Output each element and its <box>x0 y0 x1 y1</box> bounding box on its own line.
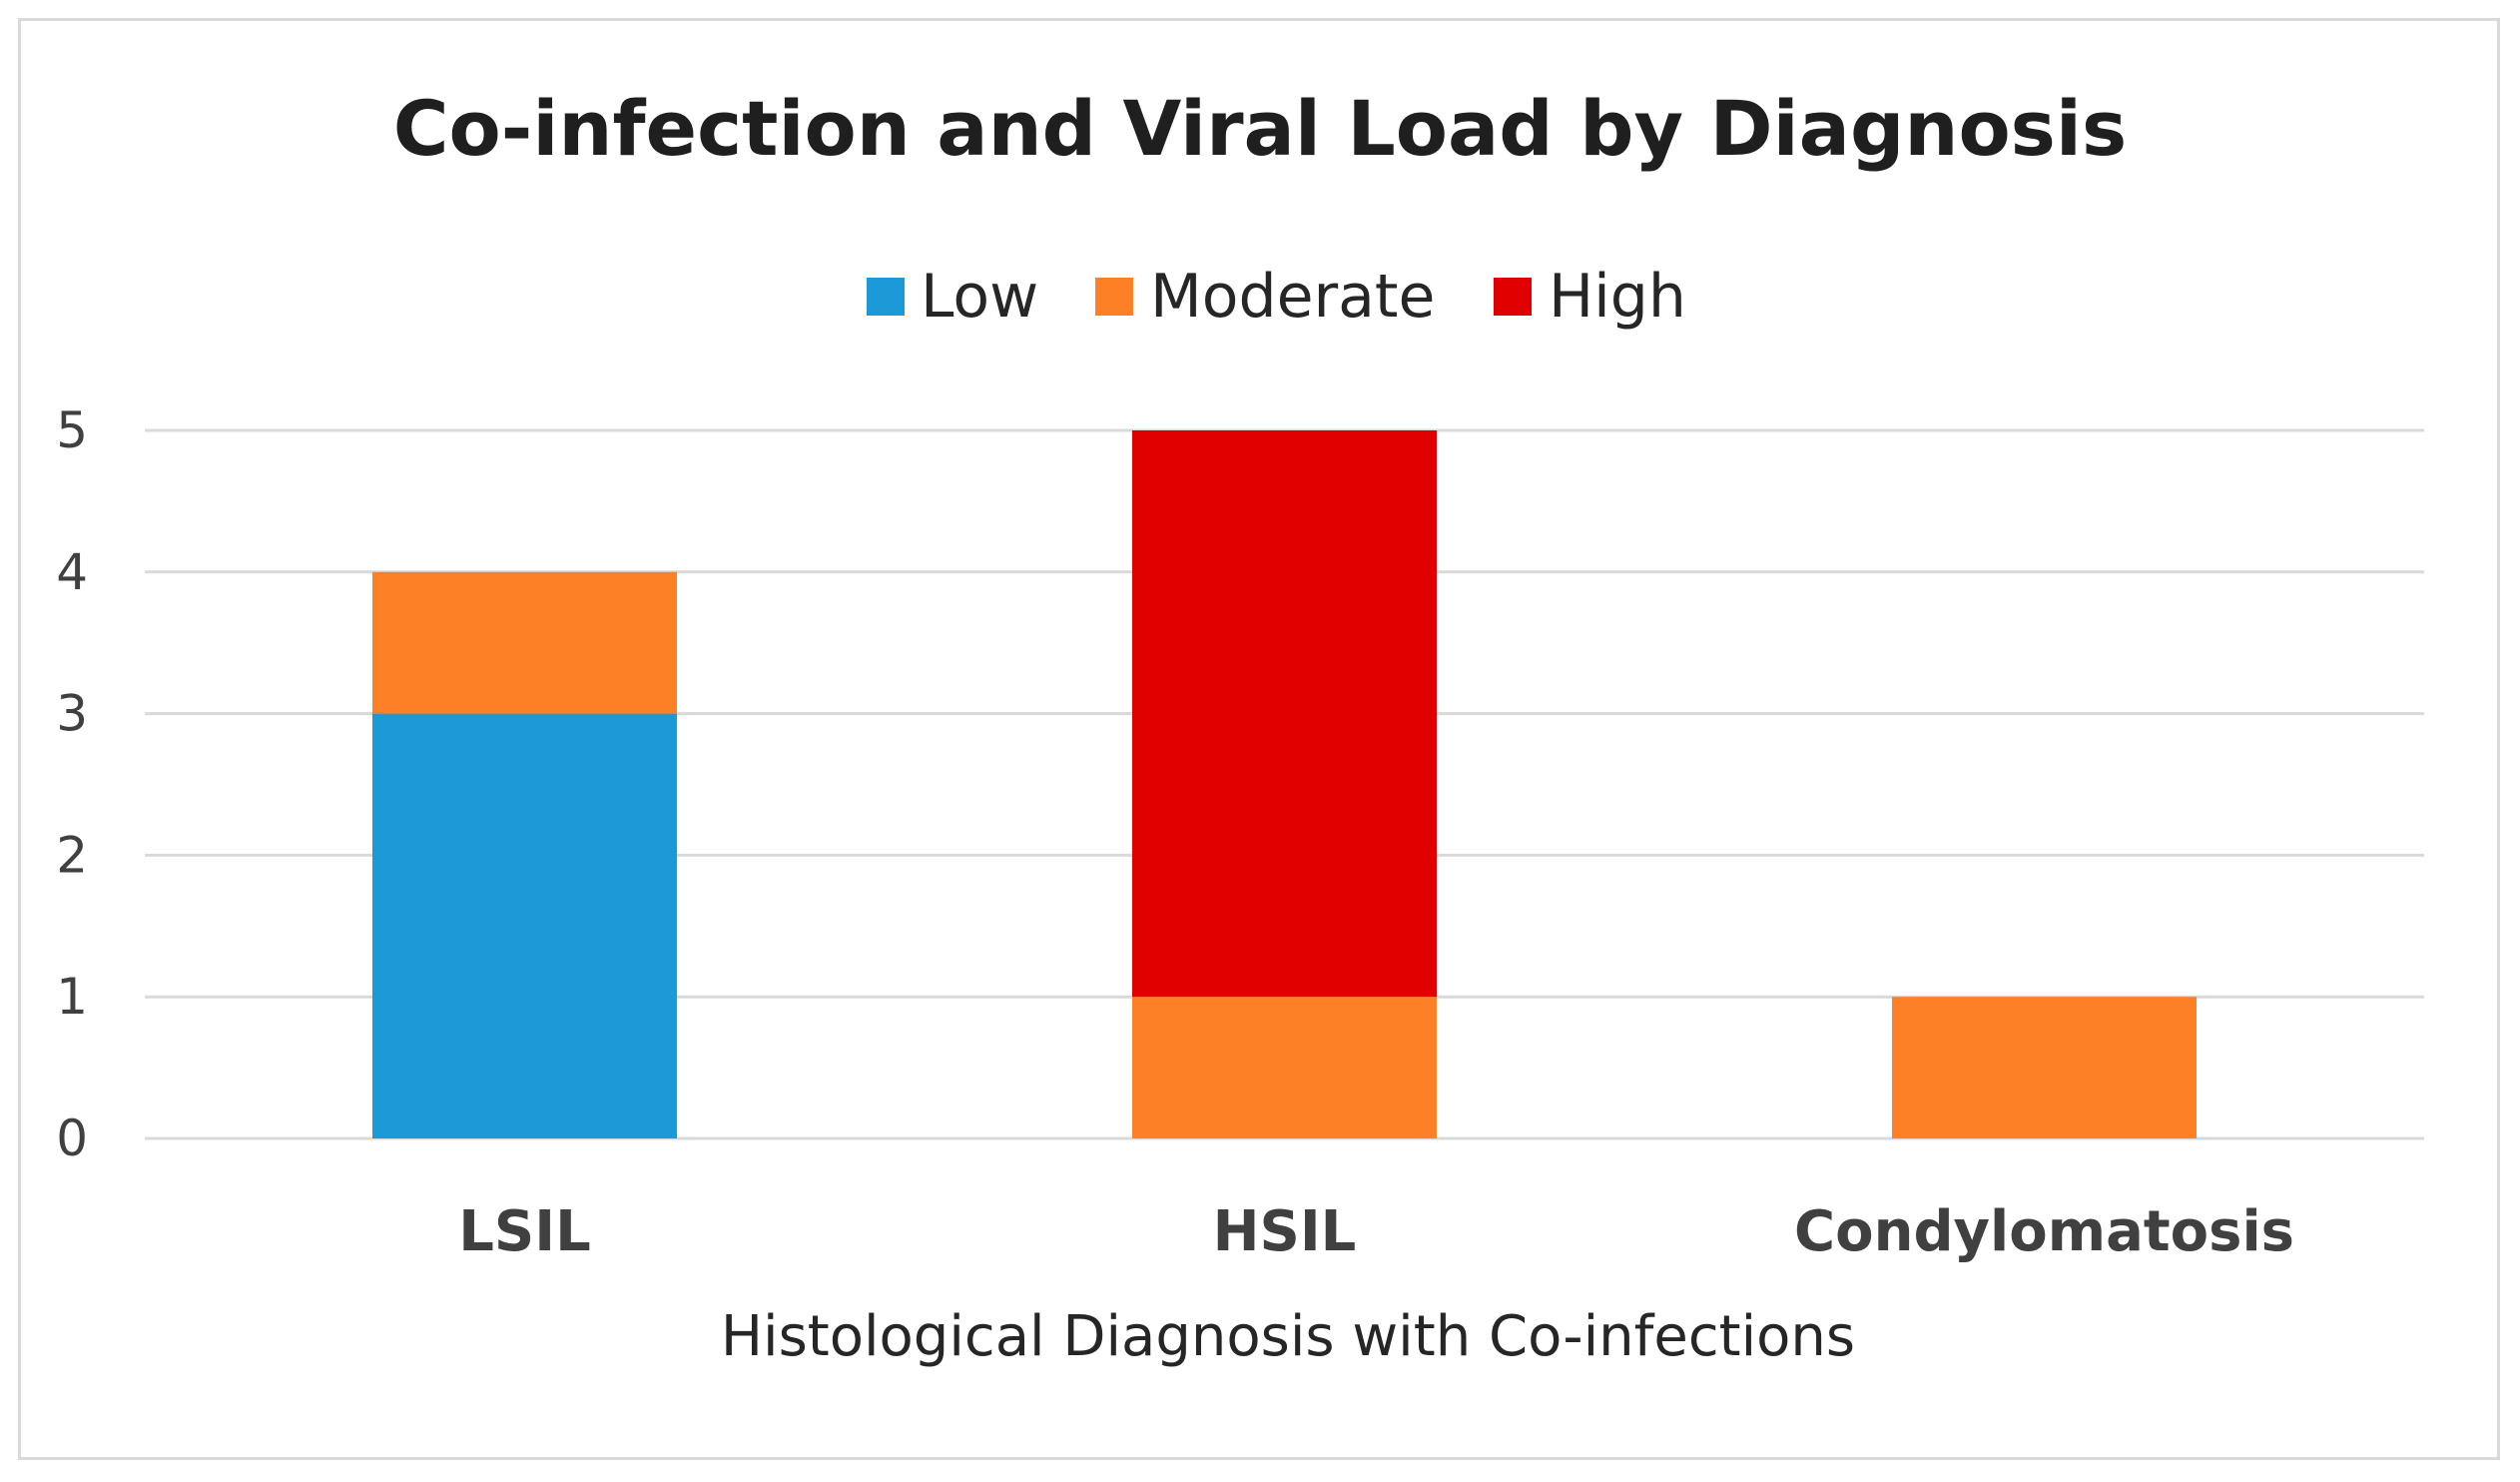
y-axis-ticks: 0 1 2 3 4 5 <box>56 401 88 1167</box>
legend-label-moderate: Moderate <box>1150 262 1435 332</box>
legend: Low Moderate High <box>867 262 1686 332</box>
x-category-label: LSIL <box>458 1199 591 1264</box>
x-axis-title: Histological Diagnosis with Co-infection… <box>721 1304 1855 1369</box>
legend-label-high: High <box>1549 262 1686 332</box>
bar-segment-lsil-low <box>372 713 677 1138</box>
x-category-label: Condylomatosis <box>1794 1199 2294 1264</box>
bar-segment-hsil-moderate <box>1132 997 1437 1138</box>
y-tick-label: 0 <box>56 1110 88 1167</box>
y-tick-label: 4 <box>56 543 88 601</box>
legend-label-low: Low <box>921 262 1038 332</box>
bars <box>372 430 2197 1138</box>
bar-segment-condylomatosis-moderate <box>1892 997 2197 1138</box>
y-tick-label: 3 <box>56 685 88 743</box>
bar-segment-hsil-high <box>1132 430 1437 998</box>
legend-swatch-low <box>867 278 905 316</box>
y-tick-label: 5 <box>56 401 88 459</box>
y-tick-label: 1 <box>56 968 88 1026</box>
legend-swatch-high <box>1494 278 1532 316</box>
chart-title: Co-infection and Viral Load by Diagnosis <box>393 84 2127 173</box>
legend-swatch-moderate <box>1095 278 1133 316</box>
bar-segment-lsil-moderate <box>372 571 677 714</box>
y-tick-label: 2 <box>56 826 88 884</box>
x-axis-categories: LSIL HSIL Condylomatosis <box>458 1199 2294 1264</box>
x-category-label: HSIL <box>1213 1199 1357 1264</box>
